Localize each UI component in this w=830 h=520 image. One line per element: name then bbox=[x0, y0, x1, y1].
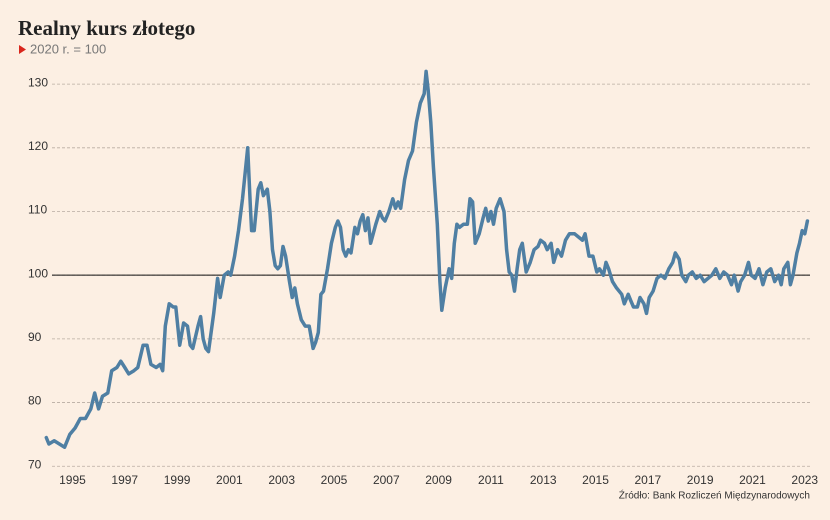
x-tick-label: 2011 bbox=[478, 473, 504, 487]
chart-title: Realny kurs złotego bbox=[18, 16, 195, 40]
x-tick-label: 2021 bbox=[739, 473, 766, 487]
x-tick-label: 2005 bbox=[321, 473, 348, 487]
y-tick-label: 70 bbox=[28, 457, 42, 471]
x-tick-label: 2023 bbox=[791, 473, 818, 487]
x-tick-label: 2001 bbox=[216, 473, 243, 487]
y-tick-label: 130 bbox=[28, 75, 48, 89]
y-tick-label: 90 bbox=[28, 330, 42, 344]
x-tick-label: 2013 bbox=[530, 473, 557, 487]
x-tick-label: 1995 bbox=[59, 473, 86, 487]
x-tick-label: 1999 bbox=[164, 473, 191, 487]
x-tick-label: 2007 bbox=[373, 473, 400, 487]
y-tick-label: 100 bbox=[28, 266, 48, 280]
y-tick-label: 120 bbox=[28, 139, 48, 153]
x-tick-label: 2003 bbox=[268, 473, 295, 487]
subtitle-marker bbox=[19, 45, 26, 54]
data-line bbox=[44, 69, 810, 449]
y-tick-label: 110 bbox=[28, 203, 47, 217]
x-tick-label: 2009 bbox=[425, 473, 452, 487]
x-tick-label: 2019 bbox=[687, 473, 714, 487]
x-tick-label: 1997 bbox=[111, 473, 138, 487]
y-tick-label: 80 bbox=[28, 394, 42, 408]
x-tick-label: 2017 bbox=[634, 473, 661, 487]
source: Źródło: Bank Rozliczeń Międzynarodowych bbox=[619, 489, 810, 502]
subtitle: 2020 r. = 100 bbox=[30, 41, 106, 56]
x-tick-label: 2015 bbox=[582, 473, 609, 487]
